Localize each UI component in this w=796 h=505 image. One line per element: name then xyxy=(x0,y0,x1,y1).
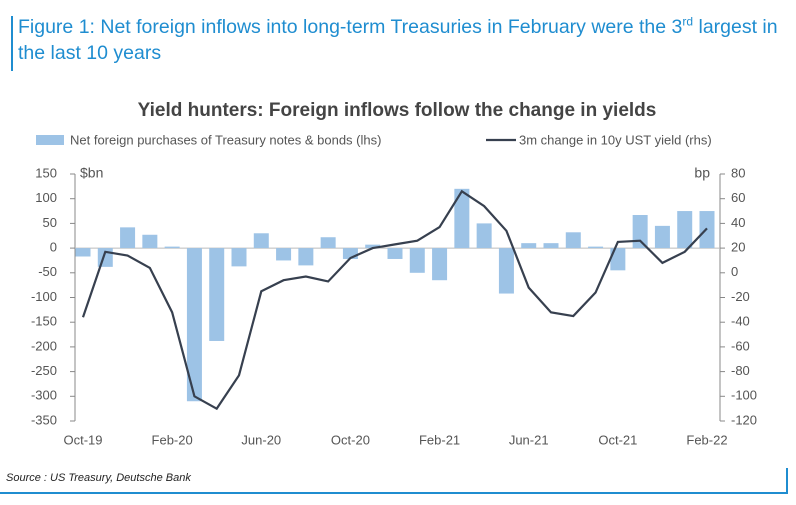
y-tick-label: -150 xyxy=(31,314,57,329)
bar xyxy=(142,234,158,249)
y-tick-label: -300 xyxy=(31,388,57,403)
legend-label: 3m change in 10y UST yield (rhs) xyxy=(519,132,712,147)
bar xyxy=(387,248,403,259)
source: Source : US Treasury, Deutsche Bank xyxy=(6,472,191,484)
y-tick-label: 100 xyxy=(35,190,57,205)
title-text: largest in the last 10 years xyxy=(18,16,778,64)
y-tick-label: -250 xyxy=(31,363,57,378)
y-tick-label: 50 xyxy=(43,215,57,230)
y-axis-label: $bn xyxy=(80,165,103,181)
bar xyxy=(120,227,136,249)
x-tick-label: Feb-21 xyxy=(419,432,460,447)
x-tick-label: Oct-20 xyxy=(331,432,370,447)
y2-tick-label: -20 xyxy=(731,289,750,304)
bar xyxy=(253,233,269,249)
bar xyxy=(186,248,202,402)
bar xyxy=(365,244,381,249)
bar xyxy=(454,188,470,249)
bar xyxy=(342,248,358,259)
x-tick-label: Jun-21 xyxy=(509,432,549,447)
y-tick-label: 0 xyxy=(50,240,57,255)
bar xyxy=(543,243,559,249)
bar xyxy=(320,237,336,249)
border-line xyxy=(786,468,788,494)
x-tick-label: Oct-21 xyxy=(598,432,637,447)
chart: Yield hunters: Foreign inflows follow th… xyxy=(31,100,757,447)
bar xyxy=(521,243,537,249)
bar xyxy=(677,211,693,249)
y-tick-label: -350 xyxy=(31,412,57,427)
x-tick-label: Feb-20 xyxy=(152,432,193,447)
x-tick-label: Oct-19 xyxy=(63,432,102,447)
bar xyxy=(632,215,648,249)
bar xyxy=(565,232,581,249)
bar xyxy=(654,225,670,249)
y-tick-label: -200 xyxy=(31,338,57,353)
bar xyxy=(498,248,514,294)
y2-tick-label: 80 xyxy=(731,165,745,180)
bar xyxy=(209,248,225,341)
bar xyxy=(231,248,247,267)
y2-tick-label: -120 xyxy=(731,412,757,427)
legend-label: Net foreign purchases of Treasury notes … xyxy=(70,132,381,147)
title-text: Figure 1: Net foreign inflows into long-… xyxy=(18,16,683,38)
bar xyxy=(432,248,448,281)
bar xyxy=(164,246,180,249)
x-tick-label: Feb-22 xyxy=(686,432,727,447)
bar xyxy=(610,248,626,271)
y2-tick-label: -100 xyxy=(731,388,757,403)
y-tick-label: -50 xyxy=(38,264,57,279)
y2-tick-label: -80 xyxy=(731,363,750,378)
y2-tick-label: 0 xyxy=(731,264,738,279)
bar xyxy=(276,248,292,261)
bar xyxy=(476,223,492,249)
border-line xyxy=(0,492,788,494)
y2-tick-label: -60 xyxy=(731,338,750,353)
x-tick-label: Jun-20 xyxy=(241,432,281,447)
accent-bar xyxy=(11,16,13,71)
y2-tick-label: 60 xyxy=(731,190,745,205)
y-tick-label: 150 xyxy=(35,165,57,180)
bar xyxy=(298,248,314,266)
line xyxy=(81,189,708,411)
bar xyxy=(588,246,604,249)
bar xyxy=(409,248,425,273)
y-tick-label: -100 xyxy=(31,289,57,304)
legend-swatch xyxy=(36,135,64,145)
y2-tick-label: -40 xyxy=(731,314,750,329)
y2-axis-label: bp xyxy=(694,165,710,181)
bar xyxy=(75,248,91,257)
chart-title: Yield hunters: Foreign inflows follow th… xyxy=(138,100,657,121)
title-sup: rd xyxy=(682,14,694,29)
y2-tick-label: 40 xyxy=(731,215,745,230)
y2-tick-label: 20 xyxy=(731,240,745,255)
figure-title: Figure 1: Net foreign inflows into long-… xyxy=(18,14,788,66)
